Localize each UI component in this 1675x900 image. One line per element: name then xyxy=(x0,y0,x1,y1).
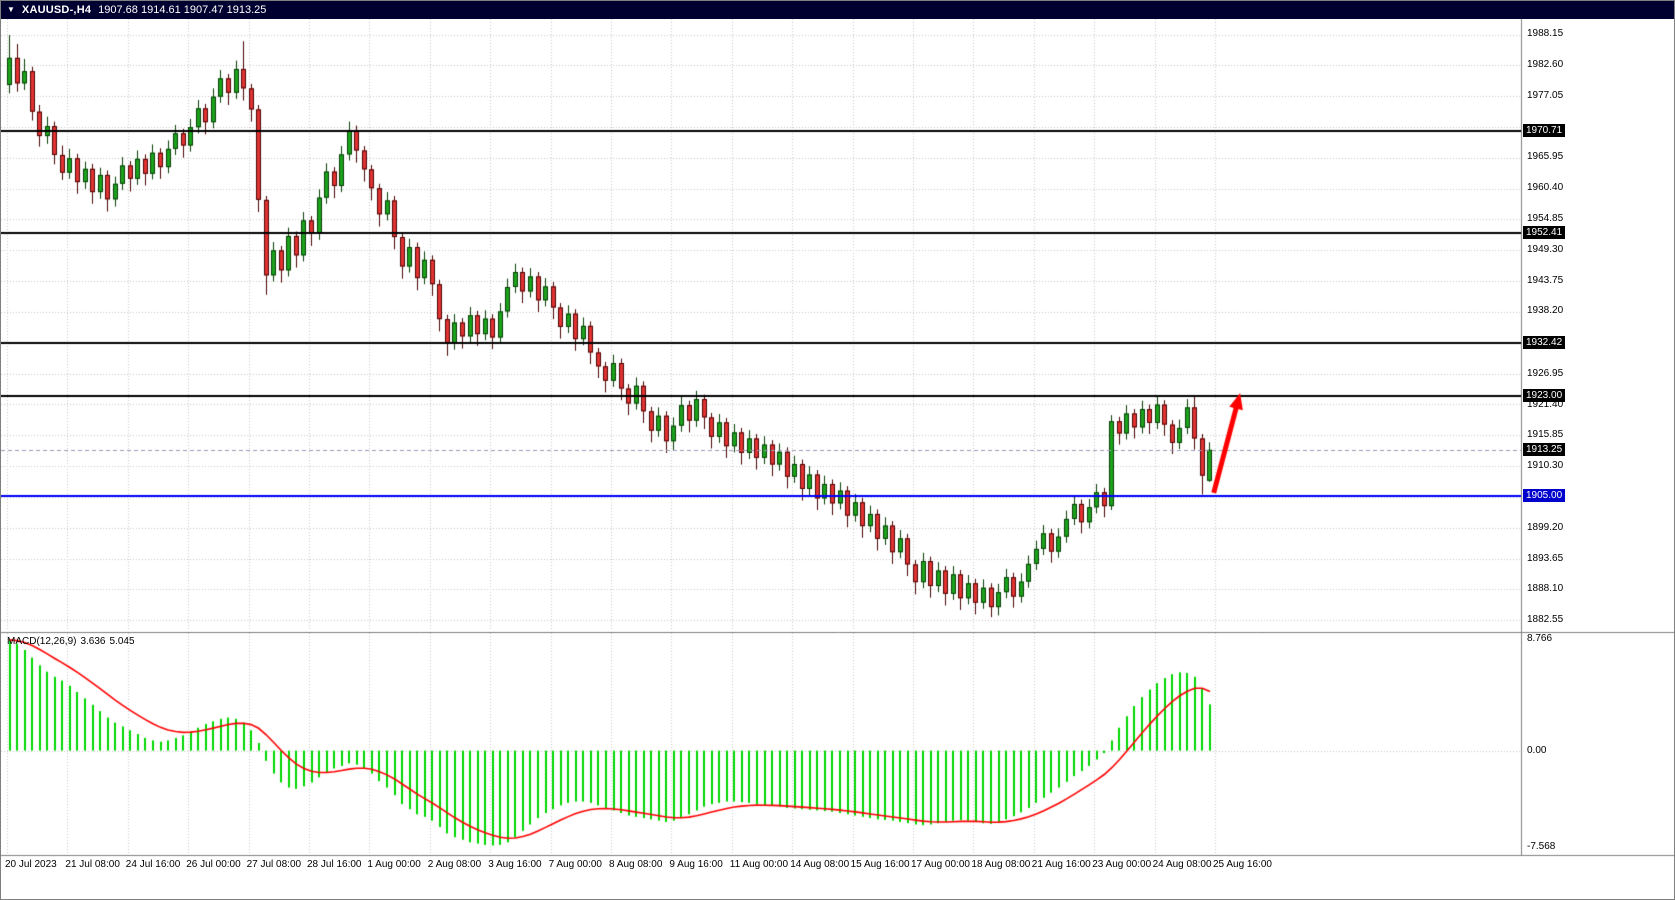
macd-indicator-label: MACD(12,26,9) 3.636 5.045 xyxy=(7,636,139,647)
time-tick-label: 28 Jul 16:00 xyxy=(307,859,362,870)
symbol-period-label: XAUUSD-,H4 xyxy=(21,4,92,16)
price-tick-label: 1899.20 xyxy=(1527,521,1564,533)
time-tick-label: 27 Jul 08:00 xyxy=(246,859,302,870)
macd-tick-label: 0.00 xyxy=(1527,744,1547,756)
chart-canvas[interactable] xyxy=(1,19,1674,899)
price-tick-label: 1893.65 xyxy=(1527,552,1564,564)
ohlc-values: 1907.68 1914.61 1907.47 1913.25 xyxy=(98,4,267,16)
price-level-tag: 1970.71 xyxy=(1523,124,1566,138)
time-tick-label: 20 Jul 2023 xyxy=(5,859,57,870)
price-tick-label: 1888.10 xyxy=(1527,583,1564,595)
chart-area: MACD(12,26,9) 3.636 5.045 1988.15 1982.60 19… xyxy=(1,19,1674,899)
time-tick-label: 2 Aug 08:00 xyxy=(427,859,482,870)
time-tick-label: 1 Aug 00:00 xyxy=(367,859,421,870)
time-tick-label: 3 Aug 16:00 xyxy=(488,859,542,870)
current-price-tag: 1913.25 xyxy=(1523,442,1566,456)
price-tick-label: 1977.05 xyxy=(1527,89,1564,101)
symbol-dropdown-icon[interactable]: ▼ xyxy=(7,5,15,14)
time-tick-label: 15 Aug 16:00 xyxy=(850,859,910,870)
macd-tick-label: 8.766 xyxy=(1527,633,1553,644)
price-tick-label: 1949.30 xyxy=(1527,243,1564,255)
price-tick-label: 1954.85 xyxy=(1527,213,1564,225)
price-tick-label: 1938.20 xyxy=(1527,305,1564,317)
macd-main-value: 3.636 xyxy=(80,636,106,647)
price-level-tag: 1905.00 xyxy=(1523,488,1566,502)
price-tick-label: 1960.40 xyxy=(1527,182,1564,194)
time-tick-label: 8 Aug 08:00 xyxy=(609,859,663,870)
price-tick-label: 1926.95 xyxy=(1527,367,1564,379)
price-tick-label: 1943.75 xyxy=(1527,274,1564,286)
price-tick-label: 1988.15 xyxy=(1527,28,1564,40)
price-level-tag: 1932.42 xyxy=(1523,336,1566,350)
time-tick-label: 11 Aug 00:00 xyxy=(729,859,788,870)
price-tick-label: 1982.60 xyxy=(1527,59,1564,71)
price-tick-label: 1915.85 xyxy=(1527,429,1564,441)
time-tick-label: 23 Aug 00:00 xyxy=(1092,859,1152,870)
time-tick-label: 7 Aug 00:00 xyxy=(548,859,602,870)
time-tick-label: 25 Aug 16:00 xyxy=(1213,859,1272,870)
macd-tick-label: -7.568 xyxy=(1527,841,1556,852)
time-tick-label: 17 Aug 00:00 xyxy=(911,859,970,870)
time-tick-label: 26 Jul 00:00 xyxy=(186,859,241,870)
price-tick-label: 1882.55 xyxy=(1527,614,1564,626)
price-level-tag: 1923.00 xyxy=(1523,388,1566,402)
time-tick-label: 14 Aug 08:00 xyxy=(790,859,850,870)
time-tick-label: 21 Aug 16:00 xyxy=(1031,859,1091,870)
time-tick-label: 18 Aug 08:00 xyxy=(971,859,1031,870)
chart-titlebar: ▼ XAUUSD-,H4 1907.68 1914.61 1907.47 191… xyxy=(1,1,1674,19)
time-tick-label: 9 Aug 16:00 xyxy=(669,859,723,870)
price-tick-label: 1965.95 xyxy=(1527,151,1564,163)
time-tick-label: 21 Jul 08:00 xyxy=(65,859,120,870)
time-tick-label: 24 Aug 08:00 xyxy=(1152,859,1212,870)
price-tick-label: 1921.40 xyxy=(1527,398,1564,410)
macd-name: MACD(12,26,9) xyxy=(7,636,77,647)
price-level-tag: 1952.41 xyxy=(1523,225,1566,239)
macd-signal-value: 5.045 xyxy=(109,636,135,647)
price-tick-label: 1910.30 xyxy=(1527,460,1564,472)
time-tick-label: 24 Jul 16:00 xyxy=(125,859,181,870)
